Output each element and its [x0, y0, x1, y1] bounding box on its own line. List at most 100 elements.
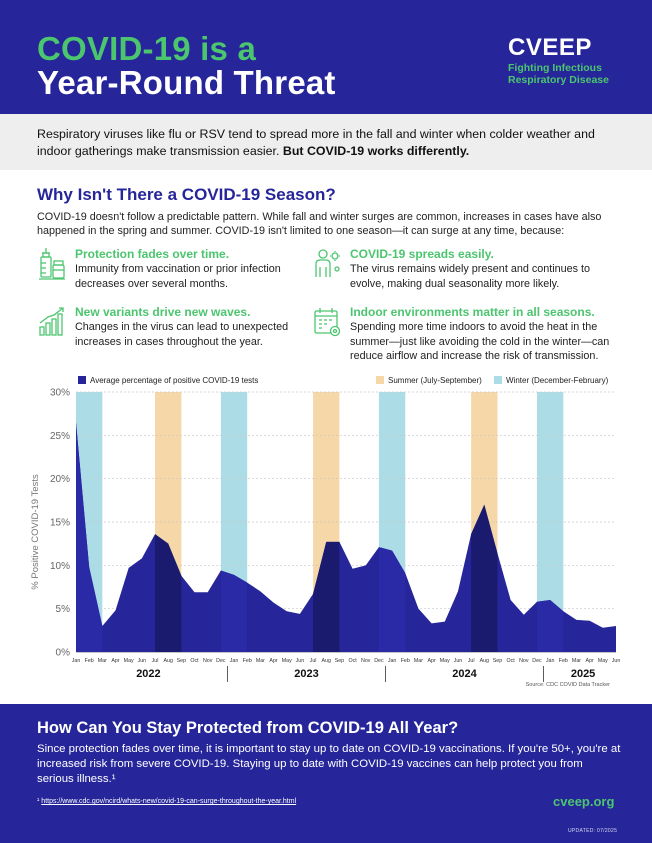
- x-tick-label: Jan: [230, 658, 239, 664]
- x-tick-label: Sep: [335, 658, 344, 664]
- x-tick-label: Feb: [559, 658, 568, 664]
- reason-title: COVID-19 spreads easily.: [350, 247, 494, 261]
- section-body: COVID-19 doesn't follow a predictable pa…: [37, 211, 602, 237]
- reason-text: Spending more time indoors to avoid the …: [350, 321, 610, 362]
- footer-heading: How Can You Stay Protected from COVID-19…: [37, 719, 459, 737]
- summer-overlap: [155, 534, 182, 652]
- positivity-chart: 0% 5% 10% 15% 20% 25% 30% Jan Feb Mar Apr May Jun Ju…: [30, 376, 621, 688]
- brand-logo: CVEEP: [508, 34, 592, 61]
- year-label: 2022: [136, 668, 160, 680]
- legend-swatch: [376, 376, 384, 384]
- x-tick-label: Dec: [216, 658, 226, 664]
- reason-text: The virus remains widely present and con…: [350, 263, 591, 290]
- intro-text: Respiratory viruses like flu or RSV tend…: [37, 126, 627, 160]
- x-tick-label: Sep: [493, 658, 502, 664]
- x-tick-label: Oct: [190, 658, 199, 664]
- reason-text: Immunity from vaccination or prior infec…: [75, 263, 281, 290]
- x-tick-label: May: [440, 658, 450, 664]
- x-tick-label: Jan: [546, 658, 555, 664]
- reason-variants: New variants drive new waves. Changes in…: [37, 305, 307, 353]
- footnote-link[interactable]: https://www.cdc.gov/ncird/whats-new/covi…: [41, 798, 297, 805]
- x-tick-label: Mar: [572, 658, 581, 664]
- legend-label: Summer (July-September): [388, 376, 482, 385]
- x-tick-label: Feb: [85, 658, 94, 664]
- x-tick-label: Mar: [414, 658, 423, 664]
- legend-label: Winter (December-February): [506, 376, 609, 385]
- footnote: ¹ https://www.cdc.gov/ncird/whats-new/co…: [37, 798, 296, 805]
- footnote-marker: ¹: [37, 798, 40, 805]
- site-link[interactable]: cveep.org: [553, 794, 615, 809]
- reason-indoor: Indoor environments matter in all season…: [312, 305, 627, 367]
- x-tick-label: Dec: [374, 658, 384, 664]
- x-tick-label: Feb: [401, 658, 410, 664]
- reason-title: Indoor environments matter in all season…: [350, 305, 595, 319]
- reason-title: New variants drive new waves.: [75, 305, 251, 319]
- title-line-1: COVID-19 is a: [37, 30, 257, 67]
- x-tick-label: Sep: [177, 658, 186, 664]
- header-banner: COVID-19 is a Year-Round Threat CVEEP Fi…: [0, 0, 652, 114]
- x-tick-label: Oct: [348, 658, 357, 664]
- x-tick-label: Dec: [532, 658, 542, 664]
- source-note: Source: CDC COVID Data Tracker: [526, 682, 611, 688]
- person-virus-icon: [315, 249, 340, 277]
- y-axis-label: % Positive COVID-19 Tests: [30, 474, 41, 590]
- y-tick-label: 0%: [56, 648, 71, 659]
- winter-overlap: [536, 600, 564, 652]
- calendar-gear-icon: [314, 308, 341, 337]
- x-tick-label: Mar: [98, 658, 107, 664]
- reason-text: Changes in the virus can lead to unexpec…: [75, 321, 289, 348]
- reason-spreads: COVID-19 spreads easily. The virus remai…: [312, 247, 627, 295]
- x-tick-label: Jan: [72, 658, 81, 664]
- x-tick-label: Apr: [427, 658, 435, 664]
- y-tick-label: 20%: [50, 474, 70, 485]
- bar-growth-icon: [39, 307, 64, 336]
- x-tick-label: Apr: [111, 658, 119, 664]
- winter-overlap: [76, 422, 103, 652]
- title-line-2: Year-Round Threat: [37, 64, 336, 101]
- brand-tagline: Fighting Infectious Respiratory Disease: [508, 62, 609, 86]
- x-tick-label: Jul: [310, 658, 317, 664]
- x-tick-label: Jun: [296, 658, 305, 664]
- x-tick-label: May: [282, 658, 292, 664]
- winter-overlap: [378, 547, 406, 652]
- y-tick-label: 30%: [50, 388, 70, 399]
- x-tick-label: Jul: [152, 658, 159, 664]
- x-tick-label: Jul: [468, 658, 475, 664]
- legend-label: Average percentage of positive COVID-19 …: [90, 376, 258, 385]
- intro-main: Respiratory viruses like flu or RSV tend…: [37, 127, 595, 158]
- intro-bold: But COVID-19 works differently.: [282, 144, 470, 158]
- reason-protection: Protection fades over time. Immunity fro…: [37, 247, 307, 295]
- x-tick-label: Aug: [322, 658, 331, 664]
- summer-overlap: [471, 504, 498, 652]
- y-tick-label: 25%: [50, 431, 70, 442]
- section-heading: Why Isn't There a COVID-19 Season?: [37, 185, 336, 204]
- winter-overlap: [220, 570, 248, 652]
- x-tick-label: Mar: [256, 658, 265, 664]
- year-label: 2024: [452, 668, 477, 680]
- x-tick-label: Feb: [243, 658, 252, 664]
- vaccine-vial-icon: [39, 248, 65, 280]
- x-tick-label: Jun: [454, 658, 463, 664]
- x-tick-label: May: [124, 658, 134, 664]
- x-tick-label: Aug: [163, 658, 172, 664]
- x-tick-label: Aug: [480, 658, 489, 664]
- intro-panel: Respiratory viruses like flu or RSV tend…: [0, 114, 652, 170]
- year-label: 2025: [571, 668, 595, 680]
- x-tick-label: Jun: [138, 658, 147, 664]
- x-tick-label: Nov: [203, 658, 213, 664]
- x-tick-label: Nov: [519, 658, 529, 664]
- x-tick-label: Jun: [612, 658, 621, 664]
- x-tick-label: May: [598, 658, 608, 664]
- footer-body: Since protection fades over time, it is …: [37, 743, 621, 785]
- y-tick-label: 10%: [50, 561, 70, 572]
- reason-title: Protection fades over time.: [75, 247, 230, 261]
- footer-banner: How Can You Stay Protected from COVID-19…: [0, 704, 652, 843]
- y-tick-label: 5%: [56, 604, 71, 615]
- x-tick-label: Oct: [507, 658, 516, 664]
- y-tick-label: 15%: [50, 518, 70, 529]
- summer-overlap: [313, 541, 340, 652]
- legend-swatch: [494, 376, 502, 384]
- legend-swatch: [78, 376, 86, 384]
- x-tick-label: Nov: [361, 658, 371, 664]
- x-tick-label: Apr: [586, 658, 594, 664]
